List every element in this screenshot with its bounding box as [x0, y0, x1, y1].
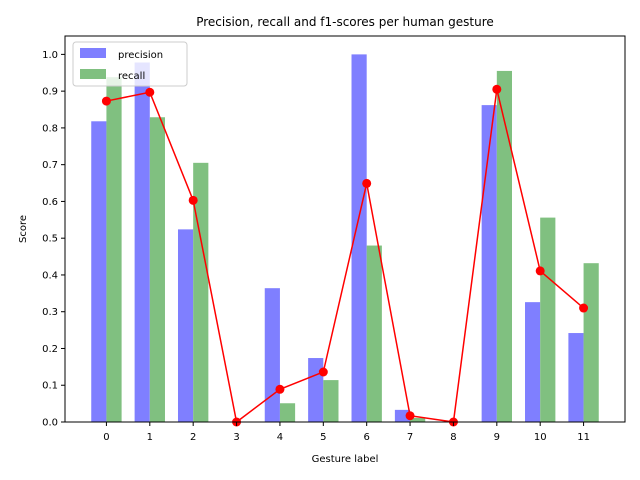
x-tick-label: 3	[233, 432, 239, 443]
legend: precision recall	[72, 41, 188, 87]
x-axis: 0 1 2 3 4 5 6 7 8 9 10 11	[103, 422, 590, 443]
bar-precision-11	[568, 333, 584, 422]
bar-precision-2	[177, 229, 194, 422]
bar-precision-6	[351, 54, 367, 422]
y-tick-label: 1.0	[42, 50, 58, 61]
bar-precision-7	[394, 409, 411, 422]
bar-recall-10	[540, 217, 556, 422]
f1-point-11	[579, 303, 589, 313]
f1-line-layer	[101, 84, 589, 427]
x-tick-label: 10	[534, 432, 547, 443]
legend-swatch-precision	[80, 48, 106, 58]
bar-recall-9	[496, 70, 513, 422]
y-tick-label: 0.7	[42, 160, 58, 171]
legend-label-precision: precision	[118, 50, 163, 61]
x-tick-label: 9	[494, 432, 500, 443]
f1-point-2	[188, 195, 198, 205]
bar-precision-4	[264, 288, 280, 422]
f1-line	[106, 89, 585, 424]
bars-layer	[91, 54, 599, 423]
f1-point-7	[405, 411, 415, 421]
bar-recall-6	[366, 245, 382, 422]
y-tick-label: 0.3	[42, 307, 58, 318]
bar-recall-11	[583, 263, 599, 422]
y-tick-label: 0.1	[42, 381, 58, 392]
x-tick-label: 2	[190, 432, 196, 443]
f1-point-4	[275, 384, 285, 394]
bar-precision-0	[91, 121, 107, 422]
x-tick-label: 4	[277, 432, 283, 443]
f1-point-9	[492, 84, 502, 94]
y-axis: 0.0 0.1 0.2 0.3 0.4 0.5 0.6 0.7 0.8 0.9 1.0	[42, 50, 65, 429]
x-axis-label: Gesture label	[312, 454, 379, 465]
plot-frame	[64, 35, 626, 423]
x-tick-label: 0	[103, 432, 109, 443]
f1-point-5	[318, 367, 328, 377]
chart-title: Precision, recall and f1-scores per huma…	[196, 15, 494, 29]
bar-recall-0	[106, 77, 122, 422]
y-tick-label: 0.4	[42, 270, 58, 281]
bar-precision-5	[308, 358, 324, 422]
y-tick-label: 0.8	[42, 123, 58, 134]
y-tick-label: 0.9	[42, 87, 58, 98]
legend-swatch-recall	[80, 69, 106, 79]
x-tick-label: 6	[364, 432, 370, 443]
legend-label-recall: recall	[118, 71, 145, 82]
bar-precision-9	[481, 105, 497, 423]
bar-recall-7	[410, 417, 426, 422]
y-tick-label: 0.0	[42, 418, 58, 429]
y-tick-label: 0.5	[42, 234, 58, 245]
f1-point-10	[535, 266, 545, 276]
f1-point-0	[101, 96, 111, 106]
bar-precision-1	[134, 62, 150, 423]
y-tick-label: 0.2	[42, 344, 58, 355]
bar-recall-5	[323, 380, 339, 422]
x-tick-label: 8	[450, 432, 456, 443]
y-tick-label: 0.6	[42, 197, 58, 208]
bar-recall-4	[279, 403, 296, 422]
x-tick-label: 11	[577, 432, 590, 443]
f1-point-1	[145, 87, 155, 97]
bar-recall-1	[149, 117, 165, 423]
x-tick-label: 5	[320, 432, 326, 443]
bar-recall-2	[193, 162, 209, 423]
bar-precision-10	[525, 302, 541, 422]
y-axis-label: Score	[18, 215, 29, 243]
f1-point-6	[362, 178, 372, 188]
x-tick-label: 1	[147, 432, 153, 443]
x-tick-label: 7	[407, 432, 413, 443]
